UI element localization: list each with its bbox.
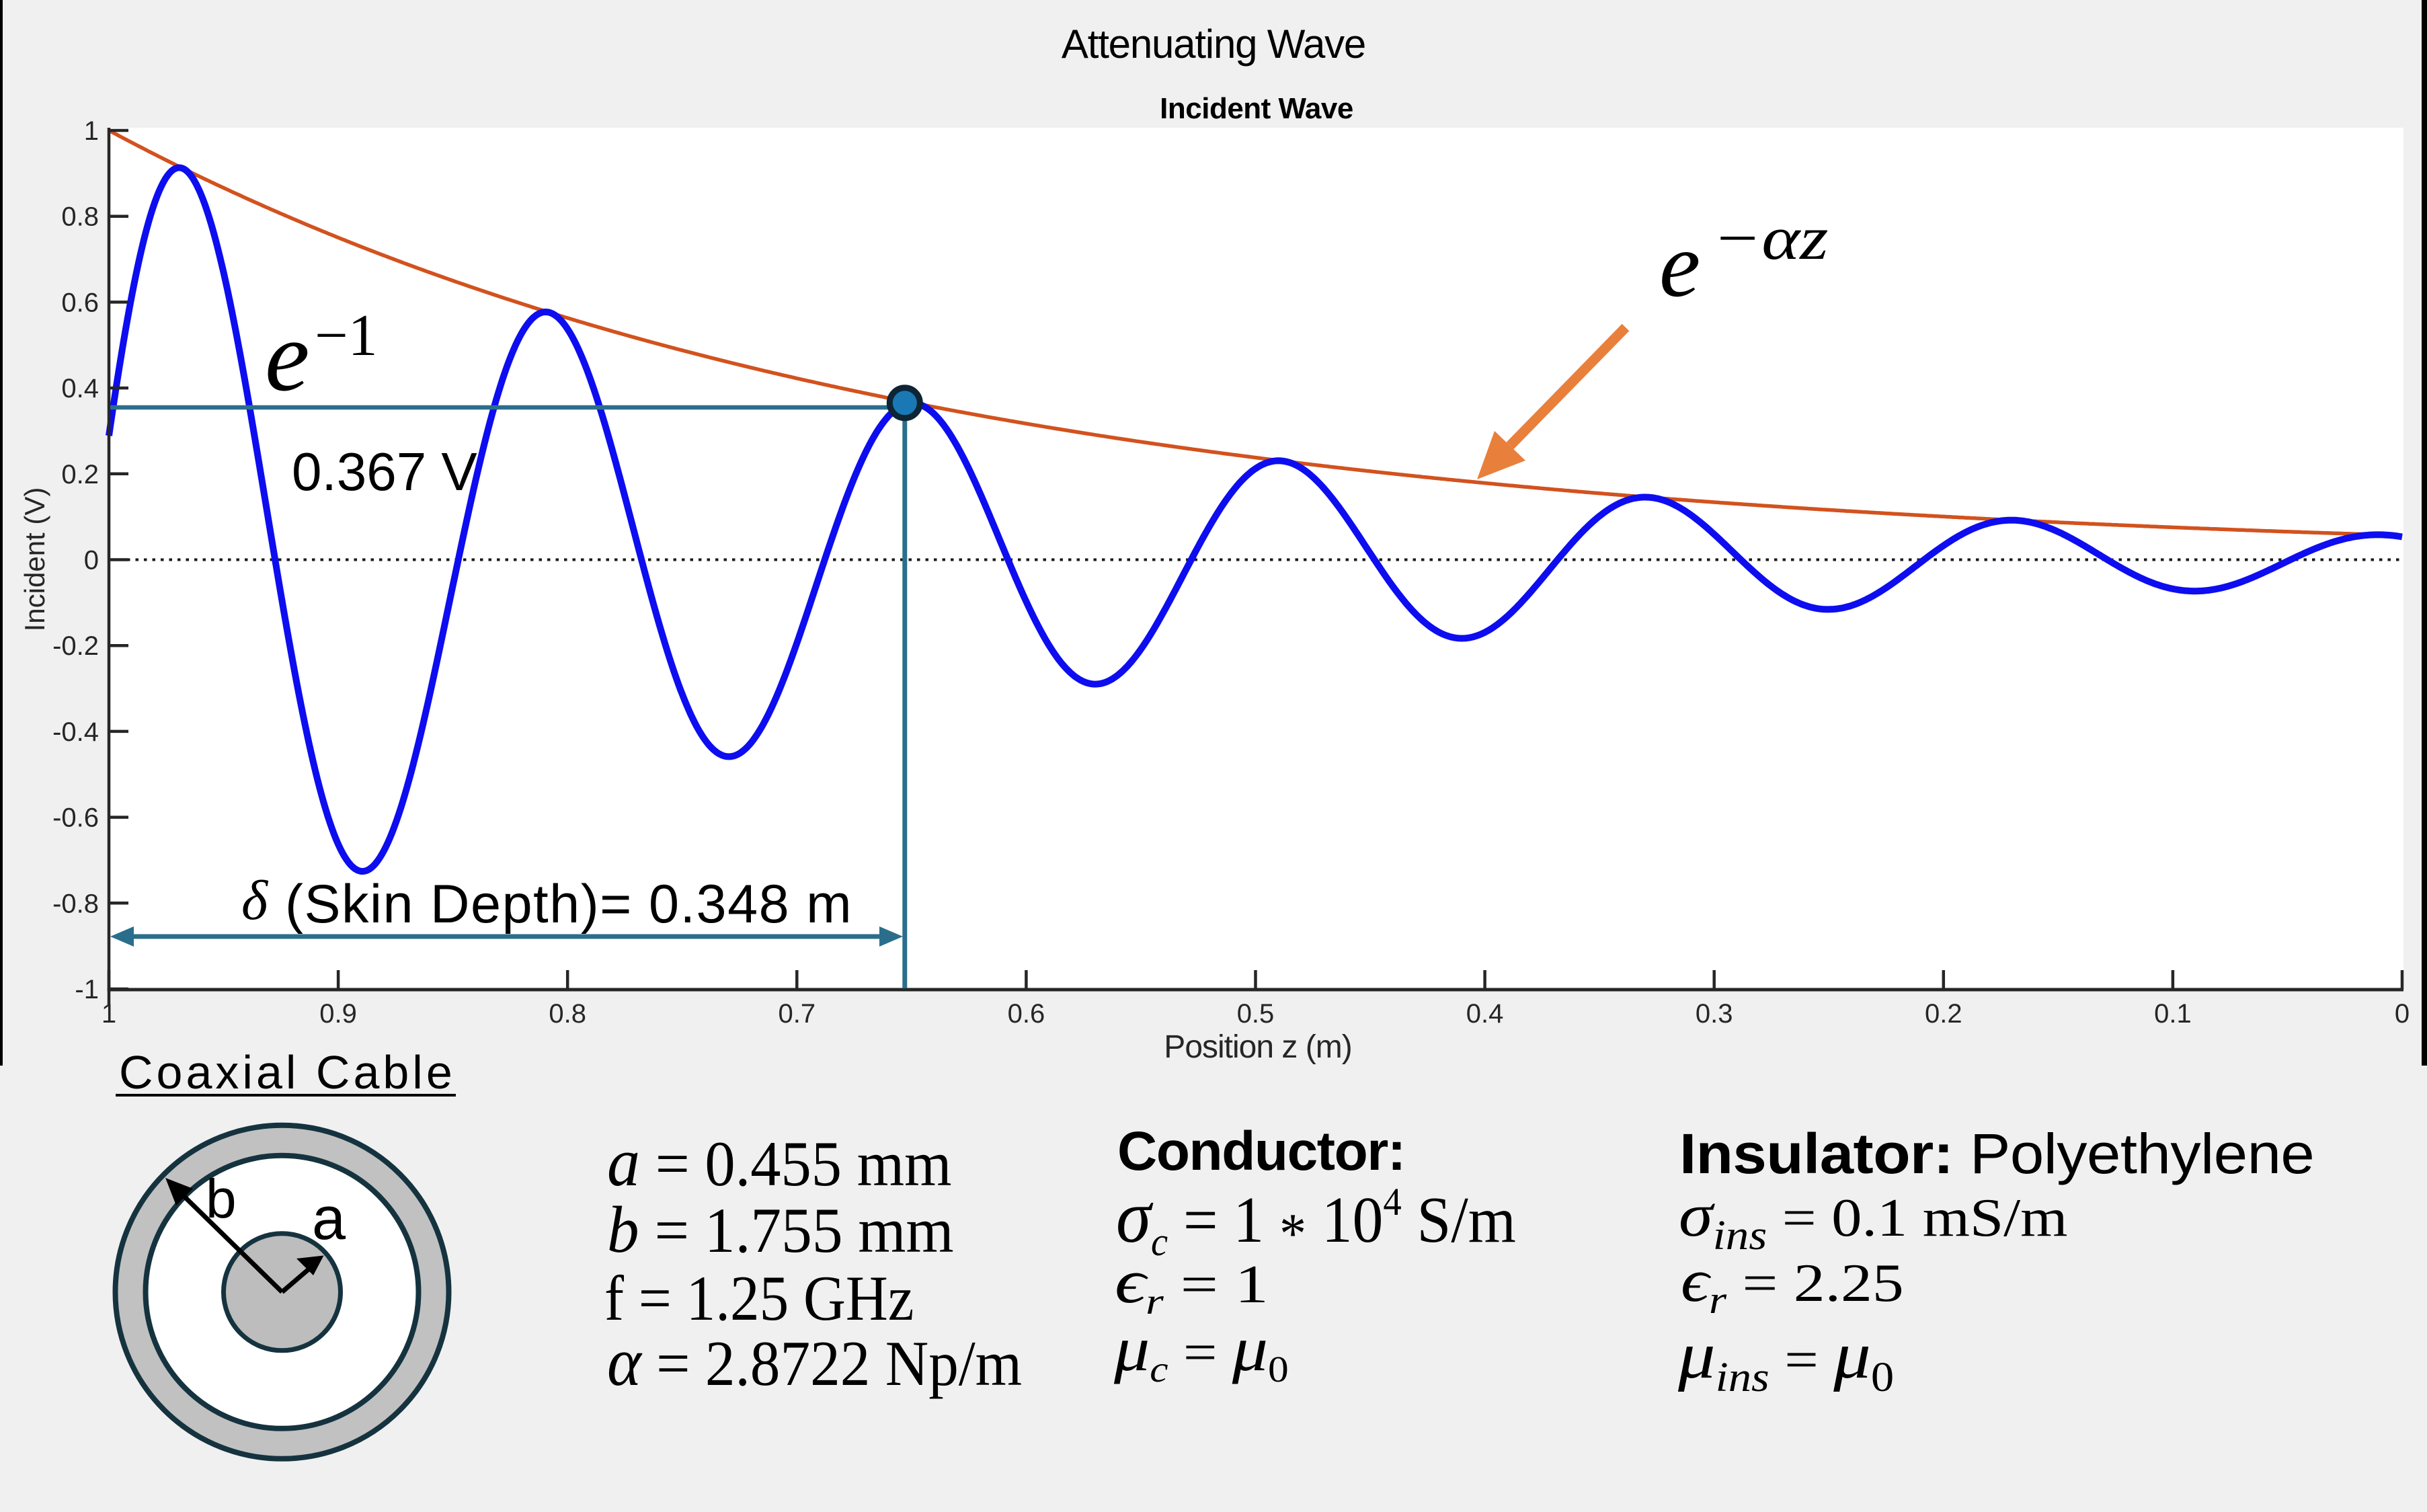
svg-text:0.3: 0.3 (1696, 999, 1733, 1029)
svg-text:b: b (206, 1168, 237, 1230)
svg-text:b = 1.755 mm: b = 1.755 mm (607, 1193, 954, 1267)
svg-text:-1: -1 (75, 975, 99, 1004)
svg-text:Position z (m): Position z (m) (1164, 1029, 1351, 1065)
svg-text:0: 0 (2395, 999, 2410, 1029)
svg-text:ϵr = 1: ϵr = 1 (1115, 1248, 1269, 1322)
svg-text:σins = 0.1 mS/m: σins = 0.1 mS/m (1679, 1181, 2067, 1259)
svg-text:Coaxial Cable: Coaxial Cable (119, 1046, 456, 1099)
svg-text:e: e (1659, 213, 1700, 316)
svg-text:0.8: 0.8 (61, 202, 99, 232)
svg-text:1: 1 (84, 116, 99, 146)
svg-text:0.6: 0.6 (61, 288, 99, 317)
svg-text:σc = 1 * 104 S/m: σc = 1 * 104 S/m (1116, 1175, 1516, 1265)
svg-text:0.7: 0.7 (778, 999, 815, 1029)
svg-text:0.367 V: 0.367 V (292, 442, 477, 502)
svg-text:a = 0.455 mm: a = 0.455 mm (607, 1123, 952, 1201)
svg-text:−1: −1 (315, 303, 378, 368)
svg-text:Insulator: Polyethylene: Insulator: Polyethylene (1679, 1122, 2314, 1185)
svg-text:0.1: 0.1 (2154, 999, 2192, 1029)
svg-text:0.2: 0.2 (1925, 999, 1962, 1029)
svg-text:f = 1.25 GHz: f = 1.25 GHz (604, 1263, 914, 1334)
svg-text:Conductor:: Conductor: (1117, 1121, 1405, 1182)
svg-text:0.8: 0.8 (549, 999, 586, 1029)
svg-text:(Skin Depth)= 0.348 m: (Skin Depth)= 0.348 m (285, 874, 852, 934)
svg-text:-0.6: -0.6 (52, 803, 99, 833)
svg-text:α = 2.8722 Np/m: α = 2.8722 Np/m (607, 1323, 1022, 1400)
svg-text:Incident (V): Incident (V) (19, 487, 50, 632)
svg-text:μins = μ0: μins = μ0 (1677, 1318, 1894, 1400)
svg-text:0.4: 0.4 (61, 374, 99, 403)
svg-text:e: e (265, 301, 310, 412)
svg-text:-0.8: -0.8 (52, 889, 99, 918)
svg-text:0.4: 0.4 (1466, 999, 1504, 1029)
svg-text:Incident Wave: Incident Wave (1160, 92, 1353, 125)
svg-text:-0.2: -0.2 (52, 631, 99, 661)
svg-text:ϵr = 2.25: ϵr = 2.25 (1681, 1247, 1904, 1321)
svg-text:0: 0 (84, 546, 99, 575)
svg-text:Attenuating Wave: Attenuating Wave (1062, 22, 1365, 67)
svg-text:1: 1 (102, 999, 116, 1029)
svg-text:0.5: 0.5 (1237, 999, 1275, 1029)
svg-text:μc = μ0: μc = μ0 (1113, 1313, 1289, 1390)
svg-text:0.9: 0.9 (319, 999, 357, 1029)
svg-text:δ: δ (241, 869, 269, 932)
svg-text:−αz: −αz (1712, 204, 1828, 272)
svg-text:-0.4: -0.4 (52, 717, 99, 747)
svg-text:0.2: 0.2 (61, 460, 99, 489)
svg-text:0.6: 0.6 (1008, 999, 1045, 1029)
svg-text:a: a (312, 1185, 346, 1252)
